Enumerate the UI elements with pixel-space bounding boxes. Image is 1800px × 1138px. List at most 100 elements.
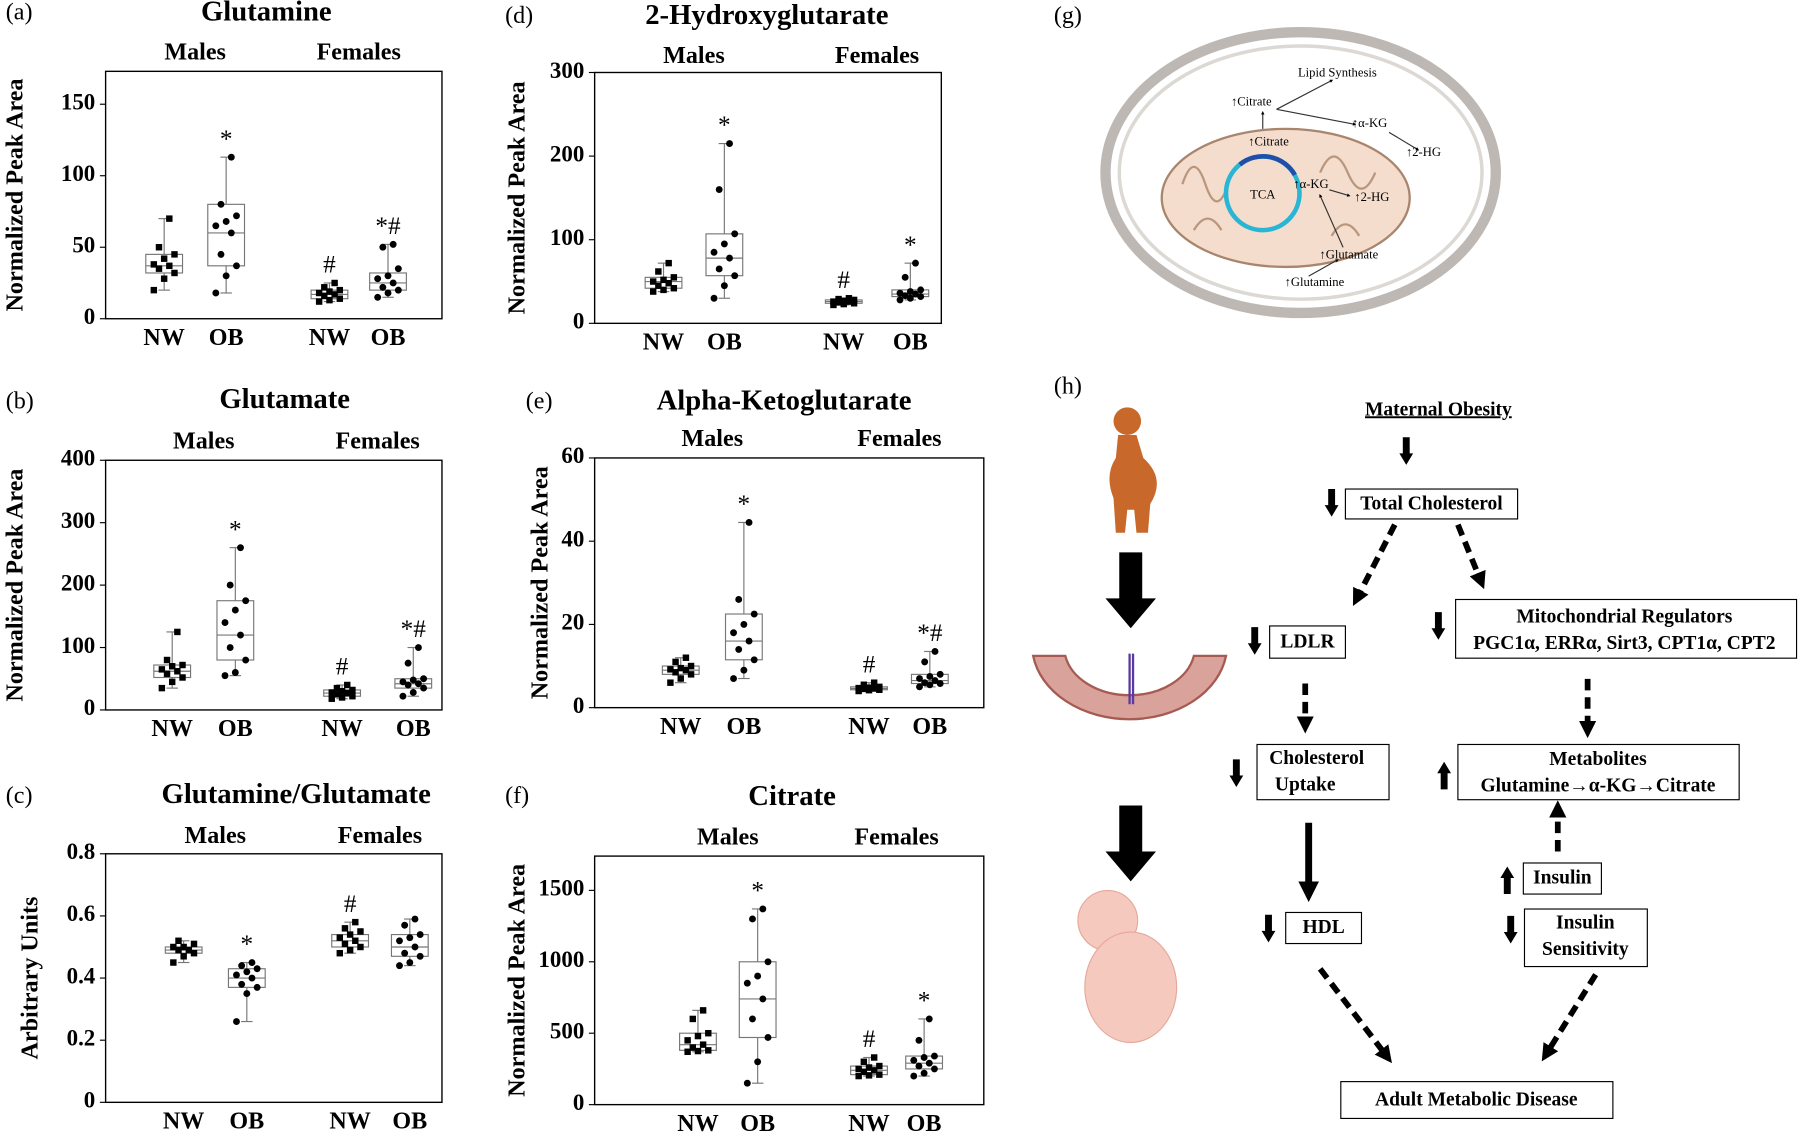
data-point xyxy=(406,959,414,966)
data-point xyxy=(248,974,256,982)
data-point xyxy=(682,654,690,661)
data-point xyxy=(374,275,382,283)
data-point xyxy=(731,230,739,238)
data-point xyxy=(910,1072,918,1080)
data-point xyxy=(916,675,923,682)
node: Insulin xyxy=(1556,912,1615,933)
node: PGC1α, ERRα, Sirt3, CPT1α, CPT2 xyxy=(1473,633,1775,654)
y-tick-label: 0 xyxy=(573,693,584,718)
y-tick-label: 200 xyxy=(550,141,584,166)
data-point xyxy=(915,1036,923,1044)
data-point xyxy=(655,268,662,275)
data-point xyxy=(699,1041,707,1048)
data-point xyxy=(243,968,251,976)
data-point xyxy=(226,644,234,651)
data-point xyxy=(357,928,364,935)
node: Glutamine→α-KG→Citrate xyxy=(1480,776,1715,797)
data-point xyxy=(158,666,166,673)
chart-title: Glutamine xyxy=(201,0,332,27)
panel-label: (e) xyxy=(526,387,553,414)
chart-title: Glutamate xyxy=(219,383,350,415)
data-point xyxy=(242,597,250,605)
y-tick-label: 200 xyxy=(61,570,95,595)
data-point xyxy=(170,959,177,966)
data-point xyxy=(749,915,756,923)
data-point xyxy=(171,251,178,258)
y-axis-label: Normalized Peak Area xyxy=(2,79,29,312)
data-point xyxy=(670,284,678,292)
node: Adult Metabolic Disease xyxy=(1375,1090,1578,1111)
data-point xyxy=(406,934,414,942)
data-point xyxy=(764,1034,772,1041)
data-point xyxy=(687,662,695,670)
data-point xyxy=(865,684,873,691)
y-tick-label: 300 xyxy=(550,58,584,83)
data-point xyxy=(870,679,878,686)
data-point xyxy=(750,610,758,618)
group-label: Males xyxy=(697,823,759,850)
node-box xyxy=(1455,598,1798,659)
data-point xyxy=(416,952,424,960)
data-point xyxy=(404,681,412,689)
data-point xyxy=(222,272,230,280)
data-point xyxy=(352,937,359,944)
node-box xyxy=(1256,743,1390,801)
data-point xyxy=(179,661,186,669)
data-point xyxy=(394,286,402,294)
node-box xyxy=(1285,911,1363,945)
data-point xyxy=(665,279,672,287)
data-point xyxy=(416,931,424,939)
data-point xyxy=(855,1072,862,1080)
data-point xyxy=(180,943,187,951)
data-point xyxy=(730,629,737,637)
box xyxy=(724,613,763,661)
data-point xyxy=(735,645,743,653)
data-point xyxy=(906,288,914,296)
data-point xyxy=(655,282,662,289)
x-tick-label: NW xyxy=(660,713,702,740)
data-point xyxy=(212,289,220,297)
data-point xyxy=(672,669,679,676)
plot-frame xyxy=(104,70,443,320)
data-point xyxy=(912,259,919,267)
data-point xyxy=(321,292,328,300)
data-point xyxy=(740,620,748,628)
data-point xyxy=(660,276,667,284)
cristae xyxy=(1181,155,1377,237)
y-tick-label: 500 xyxy=(550,1018,584,1043)
plot-frame xyxy=(104,853,443,1104)
group-label: Males xyxy=(184,822,246,849)
node-box xyxy=(1344,488,1519,520)
plot-frame xyxy=(593,457,985,709)
y-tick-label: 0 xyxy=(84,304,95,329)
data-point xyxy=(906,294,914,302)
data-point xyxy=(349,693,356,700)
data-point xyxy=(338,688,346,695)
data-point xyxy=(715,186,723,194)
node: Uptake xyxy=(1275,774,1336,795)
data-point xyxy=(764,958,772,966)
y-tick-label: 0 xyxy=(84,1088,95,1113)
x-tick-label: NW xyxy=(848,1110,890,1137)
x-tick-label: OB xyxy=(229,1108,264,1135)
data-point xyxy=(179,674,186,681)
significance-label: # xyxy=(863,650,876,678)
data-point xyxy=(931,648,939,655)
data-point xyxy=(242,656,250,664)
y-axis-label: Arbitrary Units xyxy=(17,897,44,1060)
arrow xyxy=(1247,627,1262,655)
data-point xyxy=(705,1029,712,1037)
arrow xyxy=(1503,915,1518,944)
data-point xyxy=(860,685,868,693)
group-label: Males xyxy=(663,42,725,69)
data-point xyxy=(687,671,695,678)
arrow xyxy=(1324,489,1339,517)
data-point xyxy=(336,295,344,302)
data-point xyxy=(231,669,239,676)
data-point xyxy=(860,681,868,688)
data-point xyxy=(315,298,323,305)
data-point xyxy=(749,1015,756,1023)
data-point xyxy=(409,689,417,696)
data-point xyxy=(667,666,674,673)
